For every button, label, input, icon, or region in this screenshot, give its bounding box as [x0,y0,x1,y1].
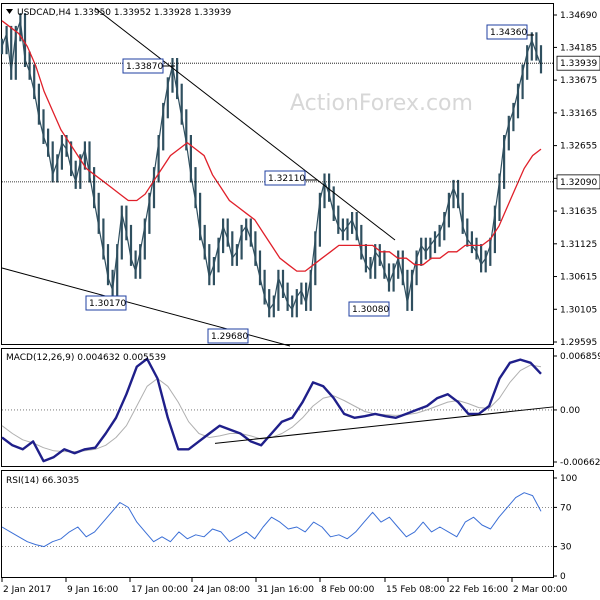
rsi-tick-label: 100 [560,474,577,484]
x-tick-label: 17 Jan 00:00 [131,585,188,595]
macd-tick-label: 0.00 [560,406,580,416]
x-tick-label: 8 Feb 00:00 [321,585,375,595]
price-annotation: 1.33870 [126,62,163,72]
level-tag: 1.32090 [560,178,597,188]
price-annotation-box [207,328,249,344]
moving-average-line [1,20,542,272]
price-tick-label: 1.30105 [560,305,597,315]
price-annotation-box [486,24,528,40]
x-tick-label: 2 Mar 00:00 [513,585,568,595]
price-annotation: 1.32110 [268,174,305,184]
rsi-tick-label: 30 [560,543,572,553]
symbol-header: USDCAD,H4 1.33950 1.33952 1.33928 1.3393… [17,8,232,18]
x-tick-label: 9 Jan 16:00 [67,585,119,595]
level-tag-box [556,55,600,71]
price-tick-label: 1.34185 [560,43,597,53]
price-annotation: 1.29680 [211,332,248,342]
price-annotation: 1.30170 [89,299,126,309]
price-annotation: 1.30080 [352,305,389,315]
price-annotation-box [264,170,306,186]
price-tick-label: 1.30615 [560,273,597,283]
resistance-trendline [94,7,396,241]
price-annotation: 1.34360 [490,28,527,38]
macd-trendline [214,406,554,444]
price-tick-label: 1.33675 [560,76,597,86]
macd-line [1,357,542,463]
x-tick-label: 15 Feb 08:00 [386,585,445,595]
rsi-title: RSI(14) 66.3035 [6,476,79,486]
price-annotation-box [85,295,127,311]
rsi-tick-label: 70 [560,503,572,513]
price-tick-label: 1.31635 [560,207,597,217]
rsi-line [1,492,542,548]
x-tick-label: 31 Jan 16:00 [257,585,314,595]
level-tag: 1.33939 [560,59,597,69]
x-tick-label: 2 Jan 2017 [3,585,51,595]
x-tick-label: 24 Jan 08:00 [193,585,250,595]
level-tag-box [556,174,600,190]
watermark: ActionForex.com [290,91,473,116]
price-tick-label: 1.32655 [560,142,597,152]
macd-title: MACD(12,26,9) 0.004632 0.005539 [6,353,166,363]
price-annotation-box [348,301,390,317]
price-tick-label: 1.31125 [560,240,597,250]
price-tick-label: 1.29595 [560,338,597,348]
price-line [1,20,542,311]
rsi-tick-label: 0 [560,572,566,582]
price-tick-label: 1.33165 [560,109,597,119]
price-tick-label: 1.34690 [560,11,597,21]
macd-tick-label: 0.006859 [560,352,600,362]
x-tick-label: 22 Feb 16:00 [449,585,508,595]
rsi-panel [1,470,554,578]
dropdown-triangle-icon[interactable] [6,9,13,14]
macd-tick-label: -0.00662 [560,458,600,468]
